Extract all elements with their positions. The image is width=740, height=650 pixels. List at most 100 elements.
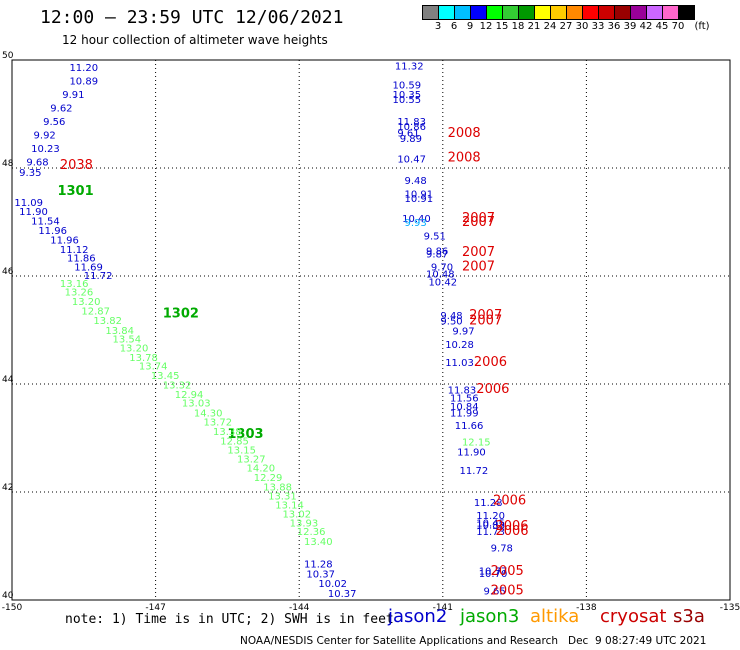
wave-height-label: 10.47 <box>397 155 426 166</box>
color-scale-labels: 3 6 9 12 15 18 21 24 27 30 33 36 39 42 45 70 (ft) <box>422 21 740 35</box>
legend-jason3: jason3 <box>460 606 520 627</box>
wave-height-label: 13.03 <box>182 399 211 410</box>
wave-height-label: 11.09 <box>14 198 43 209</box>
wave-height-label: 9.56 <box>43 117 65 128</box>
color-scale-bar <box>422 5 695 20</box>
pass-label: 2006 <box>476 382 509 397</box>
scale-label: 15 <box>495 21 509 32</box>
wave-height-label: 14.20 <box>247 463 276 474</box>
wave-height-label: 11.86 <box>67 253 96 264</box>
pass-label: 1301 <box>57 184 93 199</box>
wave-height-label: 13.38 <box>213 427 242 438</box>
x-tick-label: -147 <box>145 603 165 613</box>
wave-height-label: 13.20 <box>72 297 101 308</box>
pass-label: 2007 <box>469 314 502 329</box>
scale-label: 27 <box>559 21 573 32</box>
wave-height-label: 9.68 <box>26 157 48 168</box>
wave-height-label: 10.48 <box>426 270 455 281</box>
wave-height-label: 10.37 <box>328 589 357 600</box>
pass-label: 2007 <box>462 260 495 275</box>
scale-swatch <box>678 5 695 20</box>
scale-label: 3 <box>434 21 442 32</box>
wave-height-label: 9.93 <box>405 218 427 229</box>
wave-height-label: 10.91 <box>405 190 434 201</box>
wave-height-label: 10.40 <box>402 214 431 225</box>
pass-label: 1302 <box>163 307 199 322</box>
wave-height-label: 13.45 <box>151 371 180 382</box>
wave-height-label: 9.89 <box>400 134 422 145</box>
wave-height-label: 10.42 <box>428 278 457 289</box>
wave-height-label: 11.28 <box>304 560 333 571</box>
wave-height-label: 12.85 <box>220 436 249 447</box>
credit-line: NOAA/NESDIS Center for Satellite Applica… <box>240 635 707 647</box>
chart-title: 12:00 – 23:59 UTC 12/06/2021 <box>40 7 344 28</box>
plot-frame <box>11 59 731 601</box>
wave-height-label: 11.90 <box>19 207 48 218</box>
pass-label: 2008 <box>448 151 481 166</box>
scale-label: 70 <box>671 21 685 32</box>
wave-height-label: 13.88 <box>263 482 292 493</box>
wave-height-label: 11.28 <box>474 498 503 509</box>
scale-label: 9 <box>466 21 474 32</box>
wave-height-label: 10.37 <box>306 569 335 580</box>
scale-label: 21 <box>527 21 541 32</box>
wave-height-label: 10.02 <box>318 579 347 590</box>
wave-height-label: 13.93 <box>290 519 319 530</box>
pass-label: 2038 <box>60 158 93 173</box>
wave-height-label: 10.77 <box>479 567 508 578</box>
wave-height-label: 10.59 <box>393 81 422 92</box>
legend-cryosat: cryosat <box>600 606 667 627</box>
legend-altika: altika <box>530 606 580 627</box>
wave-height-label: 10.91 <box>405 194 434 205</box>
wave-height-label: 9.62 <box>50 103 72 114</box>
wave-height-label: 13.31 <box>268 492 297 503</box>
wave-height-label: 13.78 <box>129 353 158 364</box>
wave-height-label: 13.16 <box>60 279 89 290</box>
wave-height-label: 9.61 <box>397 129 419 140</box>
pass-label: 2006 <box>493 493 526 508</box>
wave-height-label: 11.83 <box>397 117 426 128</box>
scale-label: 36 <box>607 21 621 32</box>
wave-height-label: 9.87 <box>426 250 448 261</box>
wave-height-label: 9.97 <box>452 326 474 337</box>
scale-label: 24 <box>543 21 557 32</box>
wave-height-label: 9.35 <box>19 168 41 179</box>
wave-height-label: 13.82 <box>93 316 122 327</box>
x-tick-label: -138 <box>576 603 597 613</box>
wave-height-label: 11.56 <box>450 393 479 404</box>
wave-height-label: 11.32 <box>395 62 424 73</box>
pass-label: 2007 <box>469 308 502 323</box>
wave-height-label: 10.23 <box>31 144 60 155</box>
wave-height-label: 13.84 <box>105 326 134 337</box>
wave-height-label: 11.96 <box>38 226 67 237</box>
wave-height-label: 13.20 <box>120 344 149 355</box>
legend-s3a: s3a <box>673 606 705 627</box>
wave-height-label: 11.83 <box>448 386 477 397</box>
pass-label: 2007 <box>462 245 495 260</box>
wave-height-label: 13.26 <box>65 287 94 298</box>
y-tick-label: 40 <box>2 591 14 601</box>
wave-height-label: 9.51 <box>424 231 446 242</box>
wave-height-label: 13.27 <box>237 454 266 465</box>
wave-height-label: 11.66 <box>455 421 484 432</box>
y-tick-label: 50 <box>2 51 14 61</box>
scale-label: 30 <box>575 21 589 32</box>
wave-height-label: 12.15 <box>462 438 491 449</box>
wave-height-label: 13.72 <box>203 418 232 429</box>
scale-label: 42 <box>639 21 653 32</box>
wave-height-label: 10.35 <box>393 90 422 101</box>
wave-height-label: 11.20 <box>69 63 98 74</box>
pass-label: 2007 <box>462 215 495 230</box>
scale-label: 6 <box>450 21 458 32</box>
wave-height-label: 10.55 <box>393 95 422 106</box>
wave-height-label: 12.36 <box>297 527 326 538</box>
wave-height-label: 13.40 <box>304 537 333 548</box>
wave-height-label: 9.78 <box>491 543 513 554</box>
wave-height-label: 9.65 <box>483 587 505 598</box>
wave-height-label: 13.14 <box>275 501 304 512</box>
pass-label: 2006 <box>495 524 528 539</box>
wave-height-label: 9.70 <box>431 263 453 274</box>
wave-height-label: 11.12 <box>60 245 89 256</box>
wave-height-label: 11.73 <box>476 527 505 538</box>
scale-label: 39 <box>623 21 637 32</box>
